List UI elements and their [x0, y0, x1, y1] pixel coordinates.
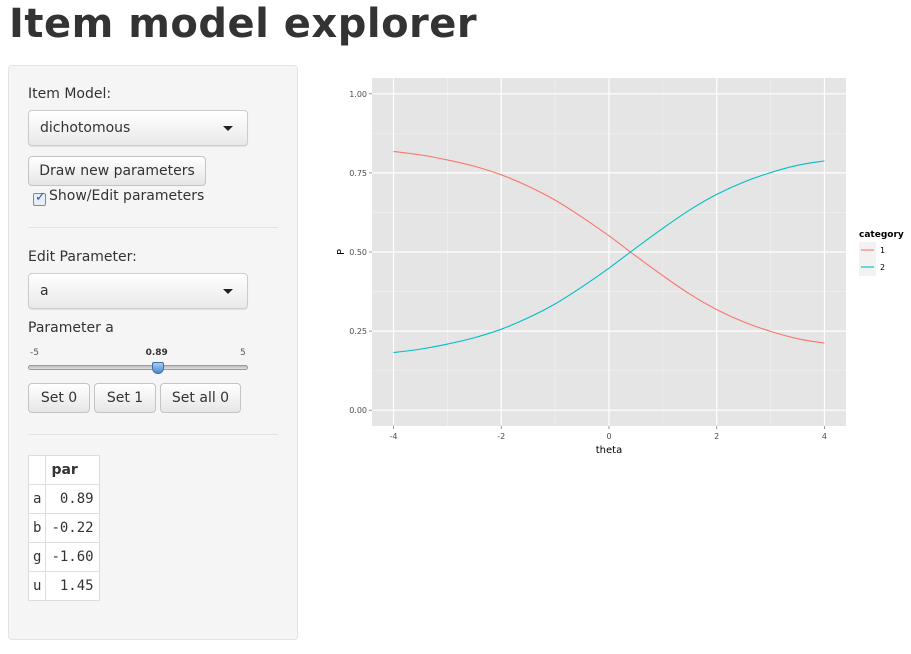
item-model-label: Item Model: — [28, 86, 112, 102]
show-edit-label: Show/Edit parameters — [49, 188, 205, 204]
row-name: g — [27, 542, 47, 572]
legend-label-1: 1 — [880, 246, 885, 255]
legend-label-2: 2 — [880, 263, 885, 272]
table-corner-cell — [27, 455, 47, 485]
chevron-down-icon — [223, 126, 233, 131]
x-axis-label: theta — [596, 445, 622, 456]
row-name: a — [27, 484, 47, 514]
parameter-table: par a 0.89 b -0.22 g -1.60 u 1.45 — [27, 455, 100, 601]
set-all-0-button[interactable]: Set all 0 — [160, 383, 241, 413]
x-tick-label: -4 — [390, 432, 398, 441]
x-tick-label: 0 — [606, 432, 611, 441]
table-row: b -0.22 — [27, 513, 100, 543]
legend-title: category — [859, 230, 904, 240]
series-line-2 — [393, 160, 825, 354]
slider-label: Parameter a — [28, 320, 114, 336]
item-model-value: dichotomous — [40, 120, 131, 136]
y-tick-label: 0.50 — [349, 248, 367, 257]
x-tick-label: -2 — [497, 432, 505, 441]
y-tick-label: 0.25 — [349, 327, 367, 336]
y-tick-label: 1.00 — [349, 90, 367, 99]
edit-parameter-value: a — [40, 283, 49, 299]
slider-max: 5 — [240, 348, 246, 358]
chevron-down-icon — [223, 289, 233, 294]
slider-handle[interactable] — [151, 362, 164, 374]
row-name: u — [27, 571, 47, 601]
x-tick-label: 2 — [714, 432, 719, 441]
legend: category 1 2 — [859, 230, 904, 276]
x-axis: -4 -2 0 2 4 — [390, 426, 827, 441]
row-name: b — [27, 513, 47, 543]
row-value: 0.89 — [45, 484, 100, 514]
x-tick-label: 4 — [822, 432, 827, 441]
checkmark-icon: ✓ — [35, 190, 46, 205]
page-title: Item model explorer — [9, 1, 478, 47]
row-value: -1.60 — [45, 542, 100, 572]
table-row: a 0.89 — [27, 484, 100, 514]
series-lines — [393, 150, 825, 354]
edit-parameter-select[interactable]: a — [28, 273, 248, 309]
item-response-chart: 0.00 0.25 0.50 0.75 1.00 -4 -2 0 2 4 theta P cat… — [336, 78, 904, 456]
table-header-par: par — [45, 455, 100, 485]
row-value: -0.22 — [45, 513, 100, 543]
set-1-button[interactable]: Set 1 — [94, 383, 156, 413]
row-value: 1.45 — [45, 571, 100, 601]
y-tick-label: 0.00 — [349, 406, 367, 415]
show-edit-checkbox[interactable]: ✓ — [33, 190, 46, 206]
draw-new-parameters-button[interactable]: Draw new parameters — [28, 156, 206, 186]
grid-major — [372, 78, 846, 426]
set-0-button[interactable]: Set 0 — [28, 383, 90, 413]
edit-parameter-label: Edit Parameter: — [28, 249, 137, 265]
table-row: g -1.60 — [27, 542, 100, 572]
slider-track[interactable] — [28, 365, 248, 370]
table-row: u 1.45 — [27, 571, 100, 601]
y-axis: 0.00 0.25 0.50 0.75 1.00 — [349, 90, 372, 415]
divider — [28, 227, 278, 228]
y-tick-label: 0.75 — [349, 169, 367, 178]
slider-value: 0.89 — [145, 348, 168, 358]
item-model-select[interactable]: dichotomous — [28, 110, 248, 146]
table-header-row: par — [27, 455, 100, 485]
slider-min: -5 — [30, 348, 39, 358]
y-axis-label: P — [336, 249, 347, 255]
series-line-1 — [393, 150, 825, 344]
divider — [28, 434, 278, 435]
sidebar-panel: Item Model: dichotomous Draw new paramet… — [8, 65, 298, 640]
